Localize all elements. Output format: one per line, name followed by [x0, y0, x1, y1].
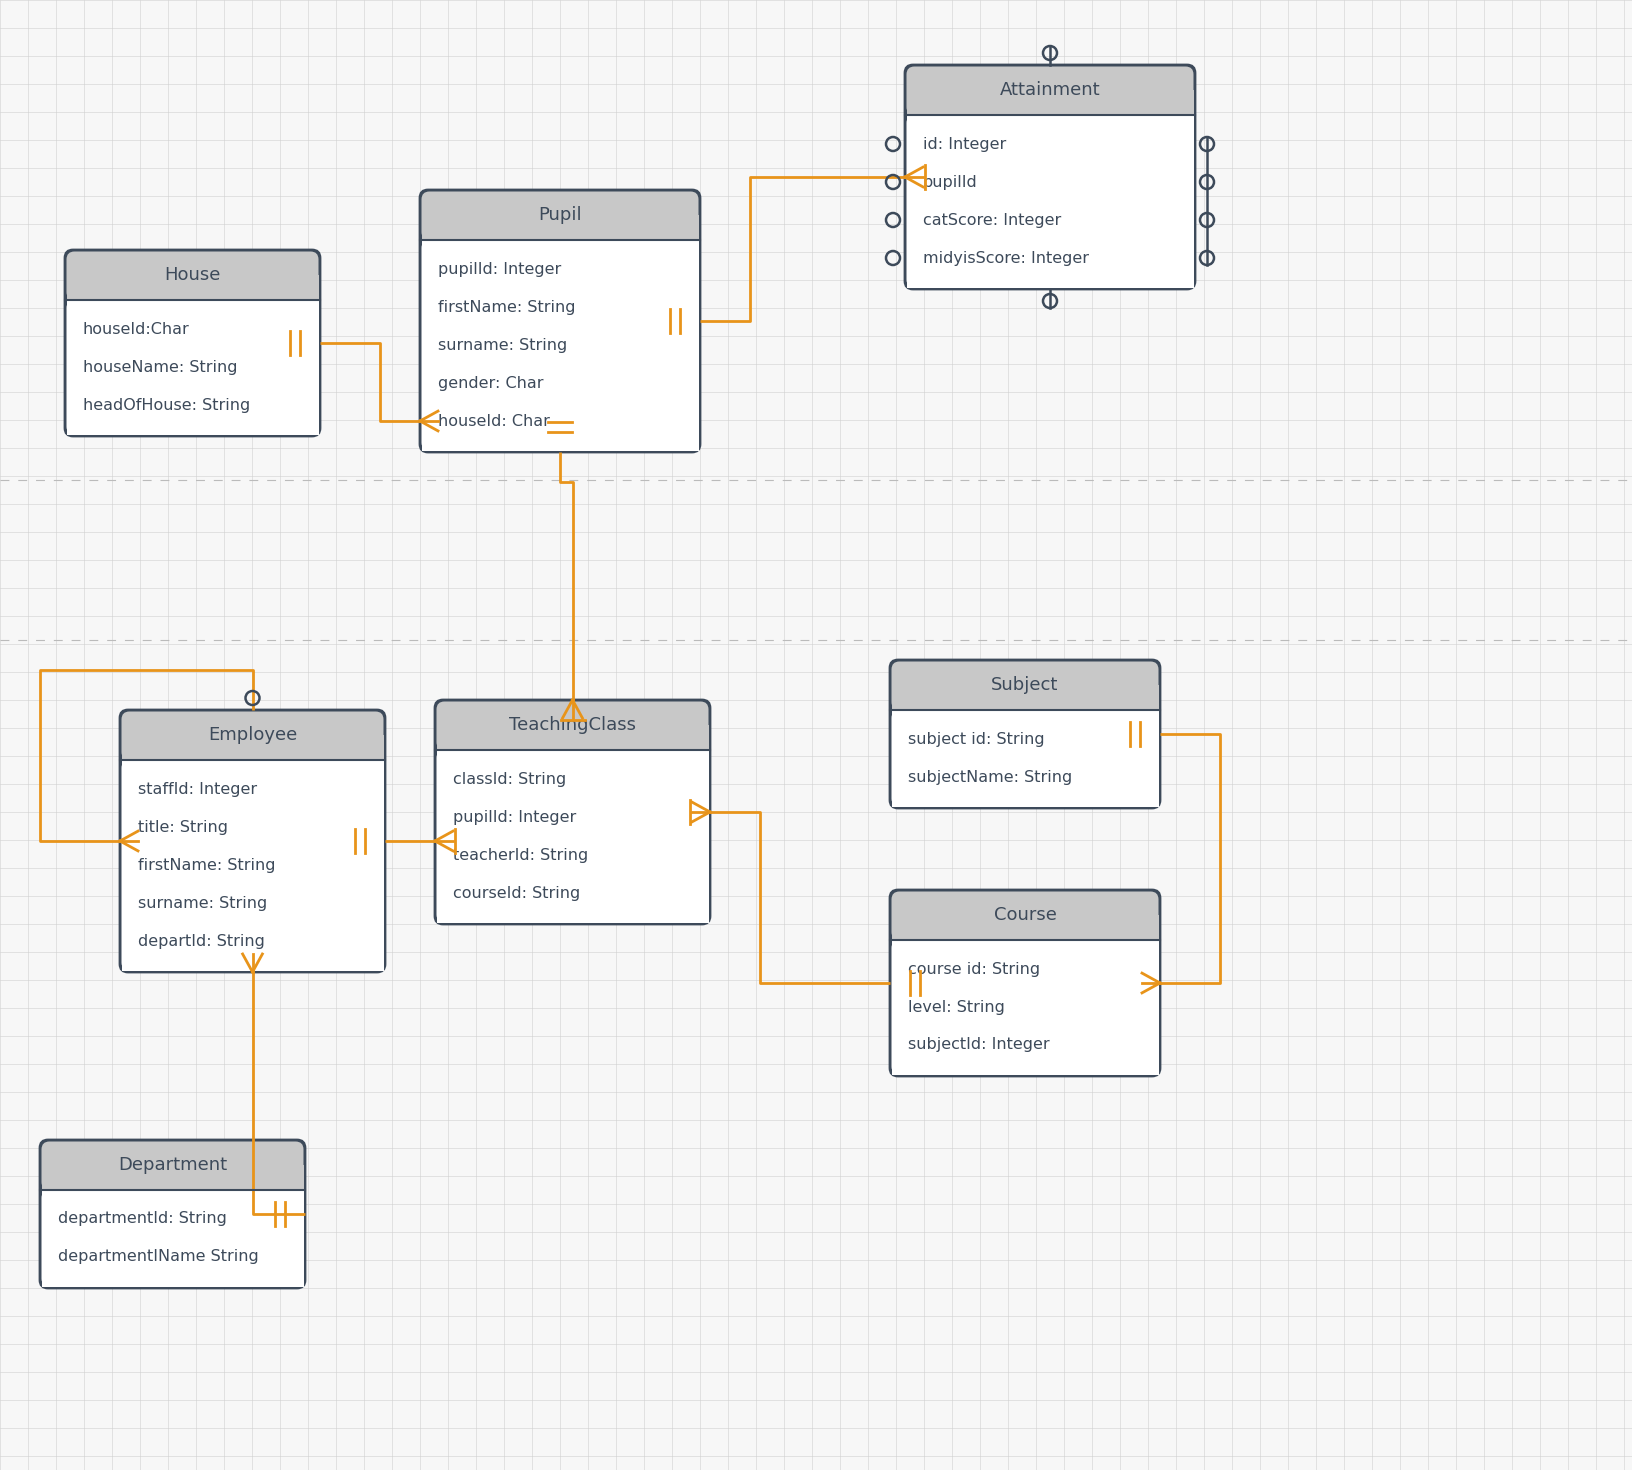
- Text: staffId: Integer: staffId: Integer: [139, 782, 258, 797]
- Text: firstName: String: firstName: String: [139, 857, 276, 873]
- Bar: [41, 1191, 304, 1286]
- FancyBboxPatch shape: [906, 115, 1193, 288]
- FancyBboxPatch shape: [421, 240, 698, 450]
- Text: TeachingClass: TeachingClass: [509, 716, 636, 734]
- Bar: [891, 685, 1159, 710]
- FancyBboxPatch shape: [436, 701, 708, 750]
- Text: headOfHouse: String: headOfHouse: String: [83, 397, 250, 413]
- Text: houseId: Char: houseId: Char: [437, 413, 550, 428]
- FancyBboxPatch shape: [41, 1142, 304, 1191]
- Bar: [41, 1166, 304, 1191]
- FancyBboxPatch shape: [891, 939, 1159, 1075]
- Text: teacherId: String: teacherId: String: [454, 848, 588, 863]
- FancyBboxPatch shape: [121, 711, 384, 760]
- FancyBboxPatch shape: [891, 710, 1159, 807]
- FancyBboxPatch shape: [436, 750, 708, 923]
- Text: subject id: String: subject id: String: [907, 732, 1044, 747]
- Text: id: Integer: id: Integer: [924, 137, 1007, 151]
- Bar: [906, 90, 1193, 115]
- FancyBboxPatch shape: [891, 891, 1159, 939]
- Bar: [891, 914, 1159, 939]
- Text: surname: String: surname: String: [139, 895, 268, 910]
- FancyBboxPatch shape: [906, 65, 1195, 290]
- Text: level: String: level: String: [907, 1000, 1005, 1014]
- Text: houseName: String: houseName: String: [83, 360, 238, 375]
- FancyBboxPatch shape: [891, 662, 1159, 710]
- FancyBboxPatch shape: [436, 700, 710, 925]
- Bar: [891, 710, 1159, 807]
- Text: surname: String: surname: String: [437, 338, 568, 353]
- Text: Subject: Subject: [991, 676, 1059, 694]
- Bar: [67, 300, 318, 435]
- Bar: [421, 215, 698, 240]
- FancyBboxPatch shape: [889, 889, 1160, 1076]
- FancyBboxPatch shape: [419, 190, 700, 451]
- Bar: [121, 760, 384, 970]
- Text: House: House: [165, 266, 220, 284]
- Bar: [421, 240, 698, 450]
- Text: classId: String: classId: String: [454, 772, 566, 786]
- Text: Department: Department: [118, 1155, 227, 1175]
- Text: title: String: title: String: [139, 819, 228, 835]
- FancyBboxPatch shape: [41, 1191, 304, 1286]
- Text: subjectId: Integer: subjectId: Integer: [907, 1038, 1049, 1053]
- Text: midyisScore: Integer: midyisScore: Integer: [924, 250, 1089, 266]
- FancyBboxPatch shape: [421, 191, 698, 240]
- Text: pupilId: Integer: pupilId: Integer: [437, 262, 561, 276]
- Text: firstName: String: firstName: String: [437, 300, 576, 315]
- Bar: [906, 115, 1193, 288]
- Text: departId: String: departId: String: [139, 933, 264, 948]
- FancyBboxPatch shape: [67, 300, 318, 435]
- Bar: [121, 735, 384, 760]
- FancyBboxPatch shape: [41, 1141, 305, 1288]
- Bar: [436, 750, 708, 923]
- FancyBboxPatch shape: [121, 710, 385, 972]
- Text: gender: Char: gender: Char: [437, 375, 543, 391]
- Text: Employee: Employee: [207, 726, 297, 744]
- Text: courseId: String: courseId: String: [454, 885, 581, 901]
- FancyBboxPatch shape: [889, 660, 1160, 808]
- Bar: [67, 275, 318, 300]
- Text: pupilId: pupilId: [924, 175, 978, 190]
- Text: departmentId: String: departmentId: String: [59, 1211, 227, 1226]
- Text: pupilId: Integer: pupilId: Integer: [454, 810, 576, 825]
- Text: course id: String: course id: String: [907, 961, 1040, 976]
- FancyBboxPatch shape: [121, 760, 384, 970]
- FancyBboxPatch shape: [906, 66, 1193, 115]
- Text: catScore: Integer: catScore: Integer: [924, 213, 1061, 228]
- Bar: [436, 725, 708, 750]
- Text: Pupil: Pupil: [539, 206, 583, 223]
- Bar: [891, 939, 1159, 1075]
- FancyBboxPatch shape: [65, 250, 320, 437]
- Text: Course: Course: [994, 906, 1056, 925]
- FancyBboxPatch shape: [67, 251, 318, 300]
- Text: departmentIName String: departmentIName String: [59, 1250, 259, 1264]
- Text: subjectName: String: subjectName: String: [907, 769, 1072, 785]
- Text: Attainment: Attainment: [1000, 81, 1100, 98]
- Text: houseId:Char: houseId:Char: [83, 322, 189, 337]
